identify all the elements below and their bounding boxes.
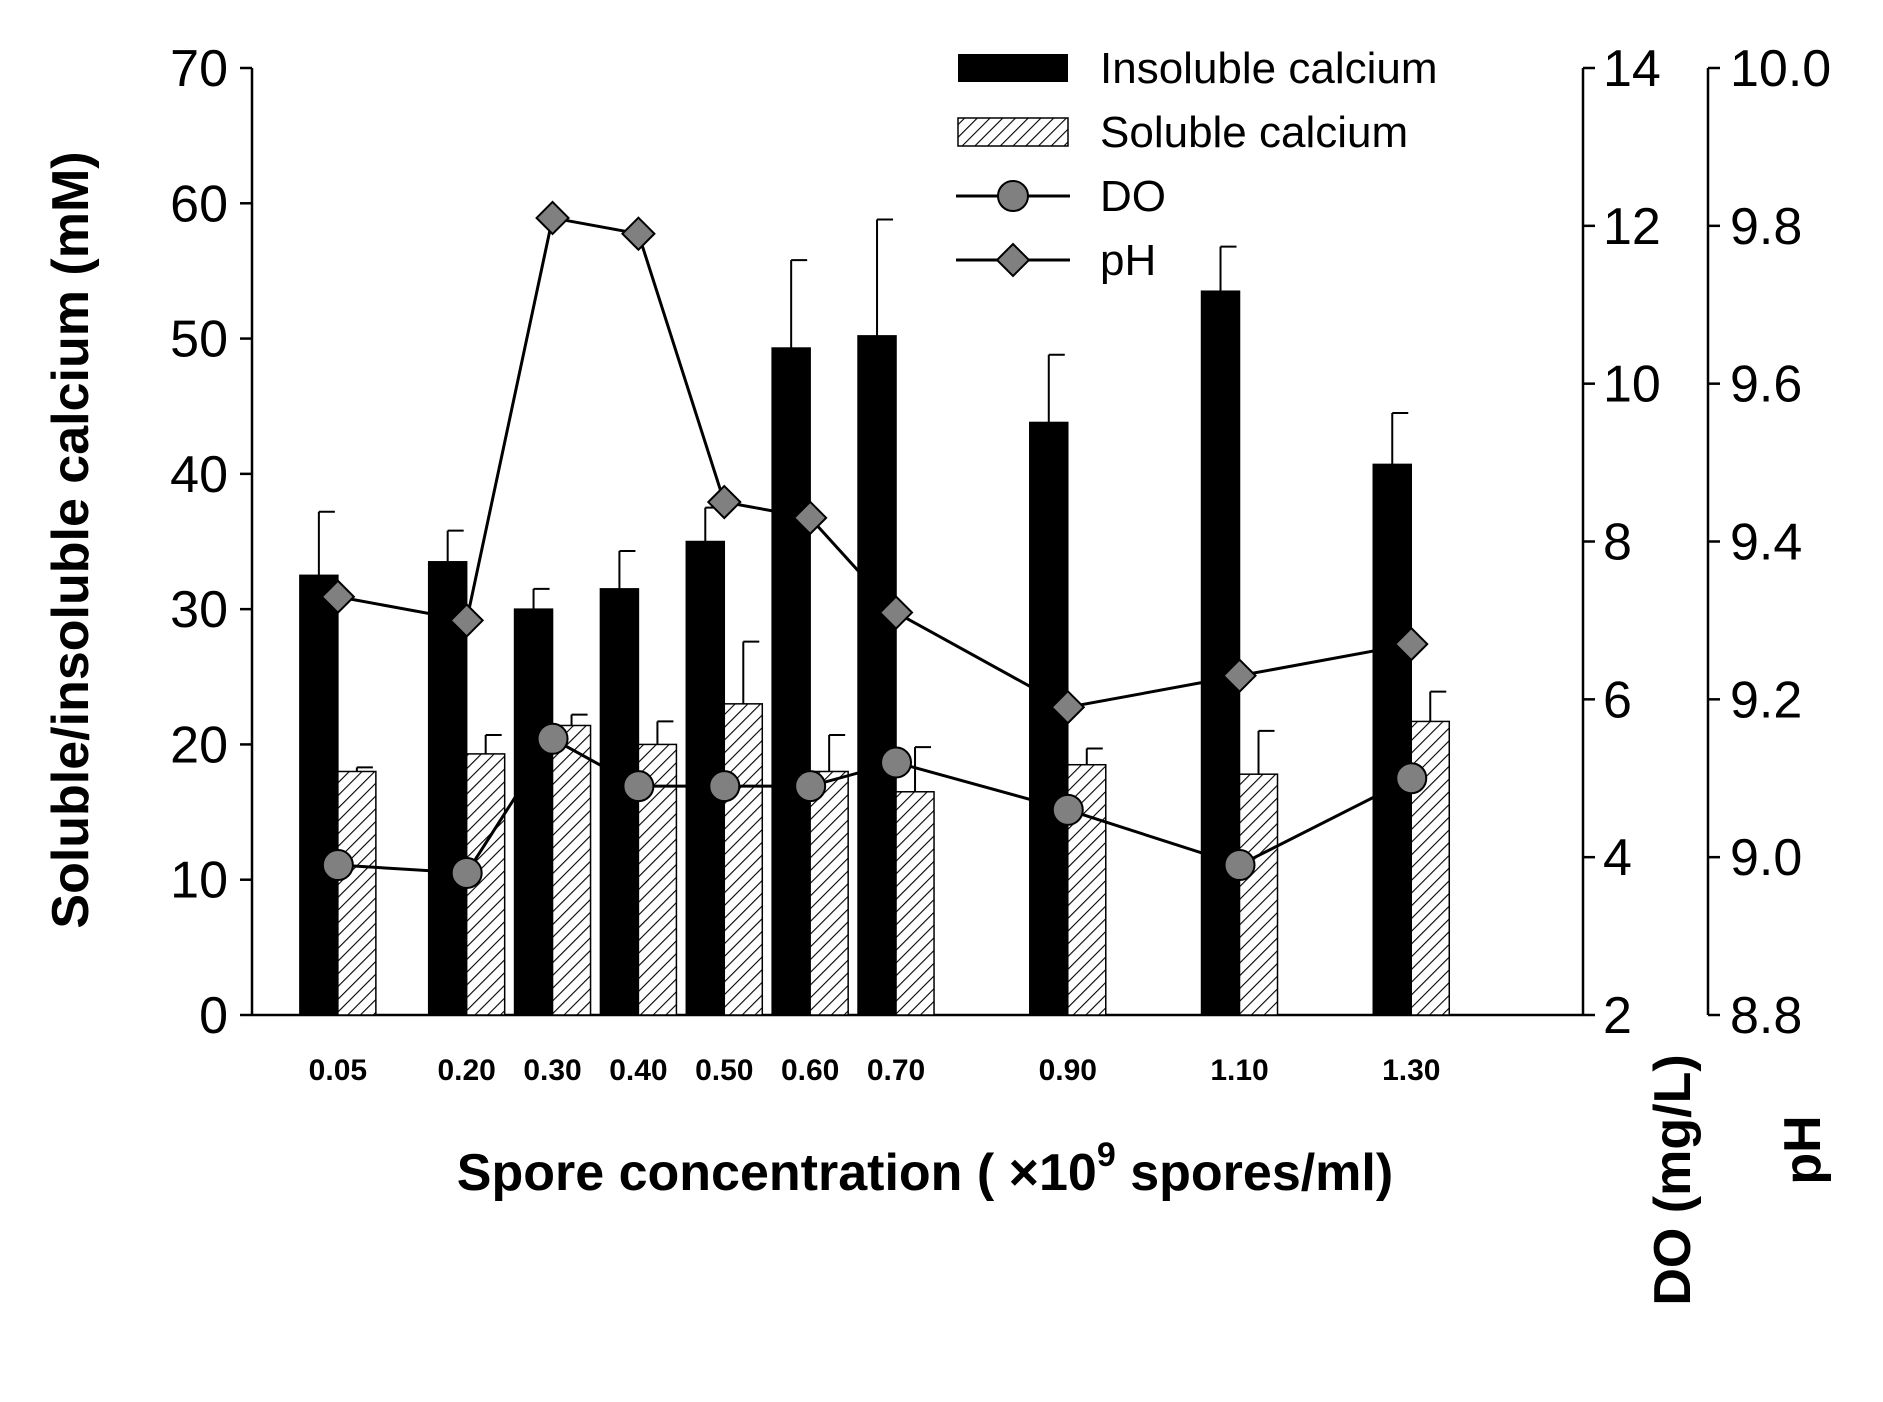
bar-soluble-calcium (809, 770, 849, 1016)
x-axis-title-superscript: 9 (1097, 1136, 1116, 1174)
marker-do (450, 856, 483, 889)
legend: Insoluble calcium Soluble calcium DO pH (956, 44, 1438, 285)
bar-insoluble-calcium (857, 335, 897, 1016)
marker-ph (792, 500, 828, 536)
bar-soluble-calcium (895, 791, 935, 1016)
x-tick-label: 0.70 (867, 1054, 925, 1087)
y-tick-label-calcium: 20 (170, 716, 228, 774)
bar-soluble-calcium (1238, 773, 1279, 1016)
bar-insoluble-calcium (299, 574, 339, 1016)
legend-label: DO (1100, 172, 1166, 221)
marker-ph (535, 200, 570, 236)
marker-do (708, 770, 741, 803)
bar-insoluble-calcium (599, 588, 640, 1016)
marker-do (536, 722, 569, 755)
y-tick-label-ph: 9.2 (1730, 671, 1802, 729)
x-tick-label: 1.30 (1382, 1054, 1440, 1087)
x-axis-title: Spore concentration ( ×109 spores/ml) (457, 1136, 1393, 1202)
x-tick-label: 0.50 (695, 1054, 753, 1087)
marker-ph (878, 595, 914, 630)
bar-insoluble-calcium (427, 561, 468, 1016)
y-tick-label-do: 6 (1603, 671, 1632, 729)
plot-area: 0 10 20 30 40 50 60 70 2 4 6 8 10 12 14 8.8 9.0 9.2 9.4 9.6… (170, 40, 1831, 1087)
marker-ph (621, 216, 656, 252)
y-tick-label-ph: 10.0 (1730, 40, 1831, 98)
legend-marker-ph (995, 242, 1031, 278)
x-tick-label: 0.90 (1039, 1054, 1097, 1087)
y-tick-label-ph: 8.8 (1730, 987, 1802, 1045)
y-tick-label-do: 8 (1603, 514, 1632, 572)
legend-label: pH (1100, 236, 1156, 285)
bar-soluble-calcium (1410, 720, 1451, 1016)
legend-marker-do (997, 180, 1029, 212)
y-tick-label-calcium: 50 (170, 311, 228, 369)
y-tick-label-do: 14 (1603, 40, 1661, 98)
x-axis-title-main: Spore concentration ( ×10 (457, 1144, 1097, 1202)
x-axis-title-suffix: spores/ml) (1116, 1144, 1393, 1202)
bar-insoluble-calcium (1200, 290, 1241, 1016)
y-axis-title-do: DO (mg/L) (1644, 1054, 1702, 1305)
y-tick-label-ph: 9.6 (1730, 356, 1802, 414)
bar-insoluble-calcium (1372, 463, 1413, 1016)
bar-insoluble-calcium (513, 608, 554, 1016)
bar-insoluble-calcium (1029, 421, 1069, 1016)
marker-do (321, 849, 354, 882)
marker-do (1051, 793, 1084, 826)
marker-ph (1222, 658, 1257, 694)
bar-soluble-calcium (337, 770, 377, 1016)
legend-swatch-soluble-calcium (957, 117, 1069, 147)
bar-soluble-calcium (723, 703, 764, 1016)
bar-insoluble-calcium (771, 347, 811, 1016)
marker-do (622, 770, 655, 803)
line-ph (337, 216, 1412, 709)
x-tick-label: 0.05 (309, 1054, 367, 1087)
marker-ph (1050, 689, 1086, 725)
legend-label: Insoluble calcium (1100, 44, 1438, 93)
y-tick-label-do: 12 (1603, 198, 1661, 256)
y-axis-title-ph: pH (1774, 1115, 1832, 1184)
y-tick-label-do: 4 (1603, 829, 1632, 887)
y-tick-label-calcium: 0 (199, 987, 228, 1045)
y-tick-label-calcium: 30 (170, 581, 228, 639)
y-tick-label-calcium: 60 (170, 175, 228, 233)
legend-swatch-insoluble-calcium (958, 54, 1068, 82)
bar-soluble-calcium (551, 724, 592, 1016)
marker-do (880, 746, 913, 779)
marker-ph (320, 579, 356, 615)
x-tick-label: 0.30 (523, 1054, 581, 1087)
y-tick-label-ph: 9.8 (1730, 198, 1802, 256)
marker-do (794, 770, 827, 803)
y-tick-label-do: 10 (1603, 356, 1661, 414)
y-tick-label-ph: 9.4 (1730, 514, 1802, 572)
marker-do (1223, 849, 1256, 882)
y-tick-label-do: 2 (1603, 987, 1632, 1045)
line-do (337, 736, 1412, 875)
y-tick-label-calcium: 10 (170, 852, 228, 910)
marker-ph (1393, 626, 1429, 662)
marker-ph (449, 603, 485, 638)
y-tick-label-ph: 9.0 (1730, 829, 1802, 887)
y-tick-label-calcium: 70 (170, 40, 228, 98)
marker-ph (706, 484, 742, 520)
x-tick-label: 0.20 (437, 1054, 495, 1087)
x-tick-label: 1.10 (1210, 1054, 1268, 1087)
y-axis-title-calcium: Soluble/insoluble calcium (mM) (42, 151, 100, 928)
marker-do (1395, 762, 1428, 795)
x-tick-label: 0.60 (781, 1054, 839, 1087)
legend-label: Soluble calcium (1100, 108, 1408, 157)
y-tick-label-calcium: 40 (170, 446, 228, 504)
x-tick-label: 0.40 (609, 1054, 667, 1087)
